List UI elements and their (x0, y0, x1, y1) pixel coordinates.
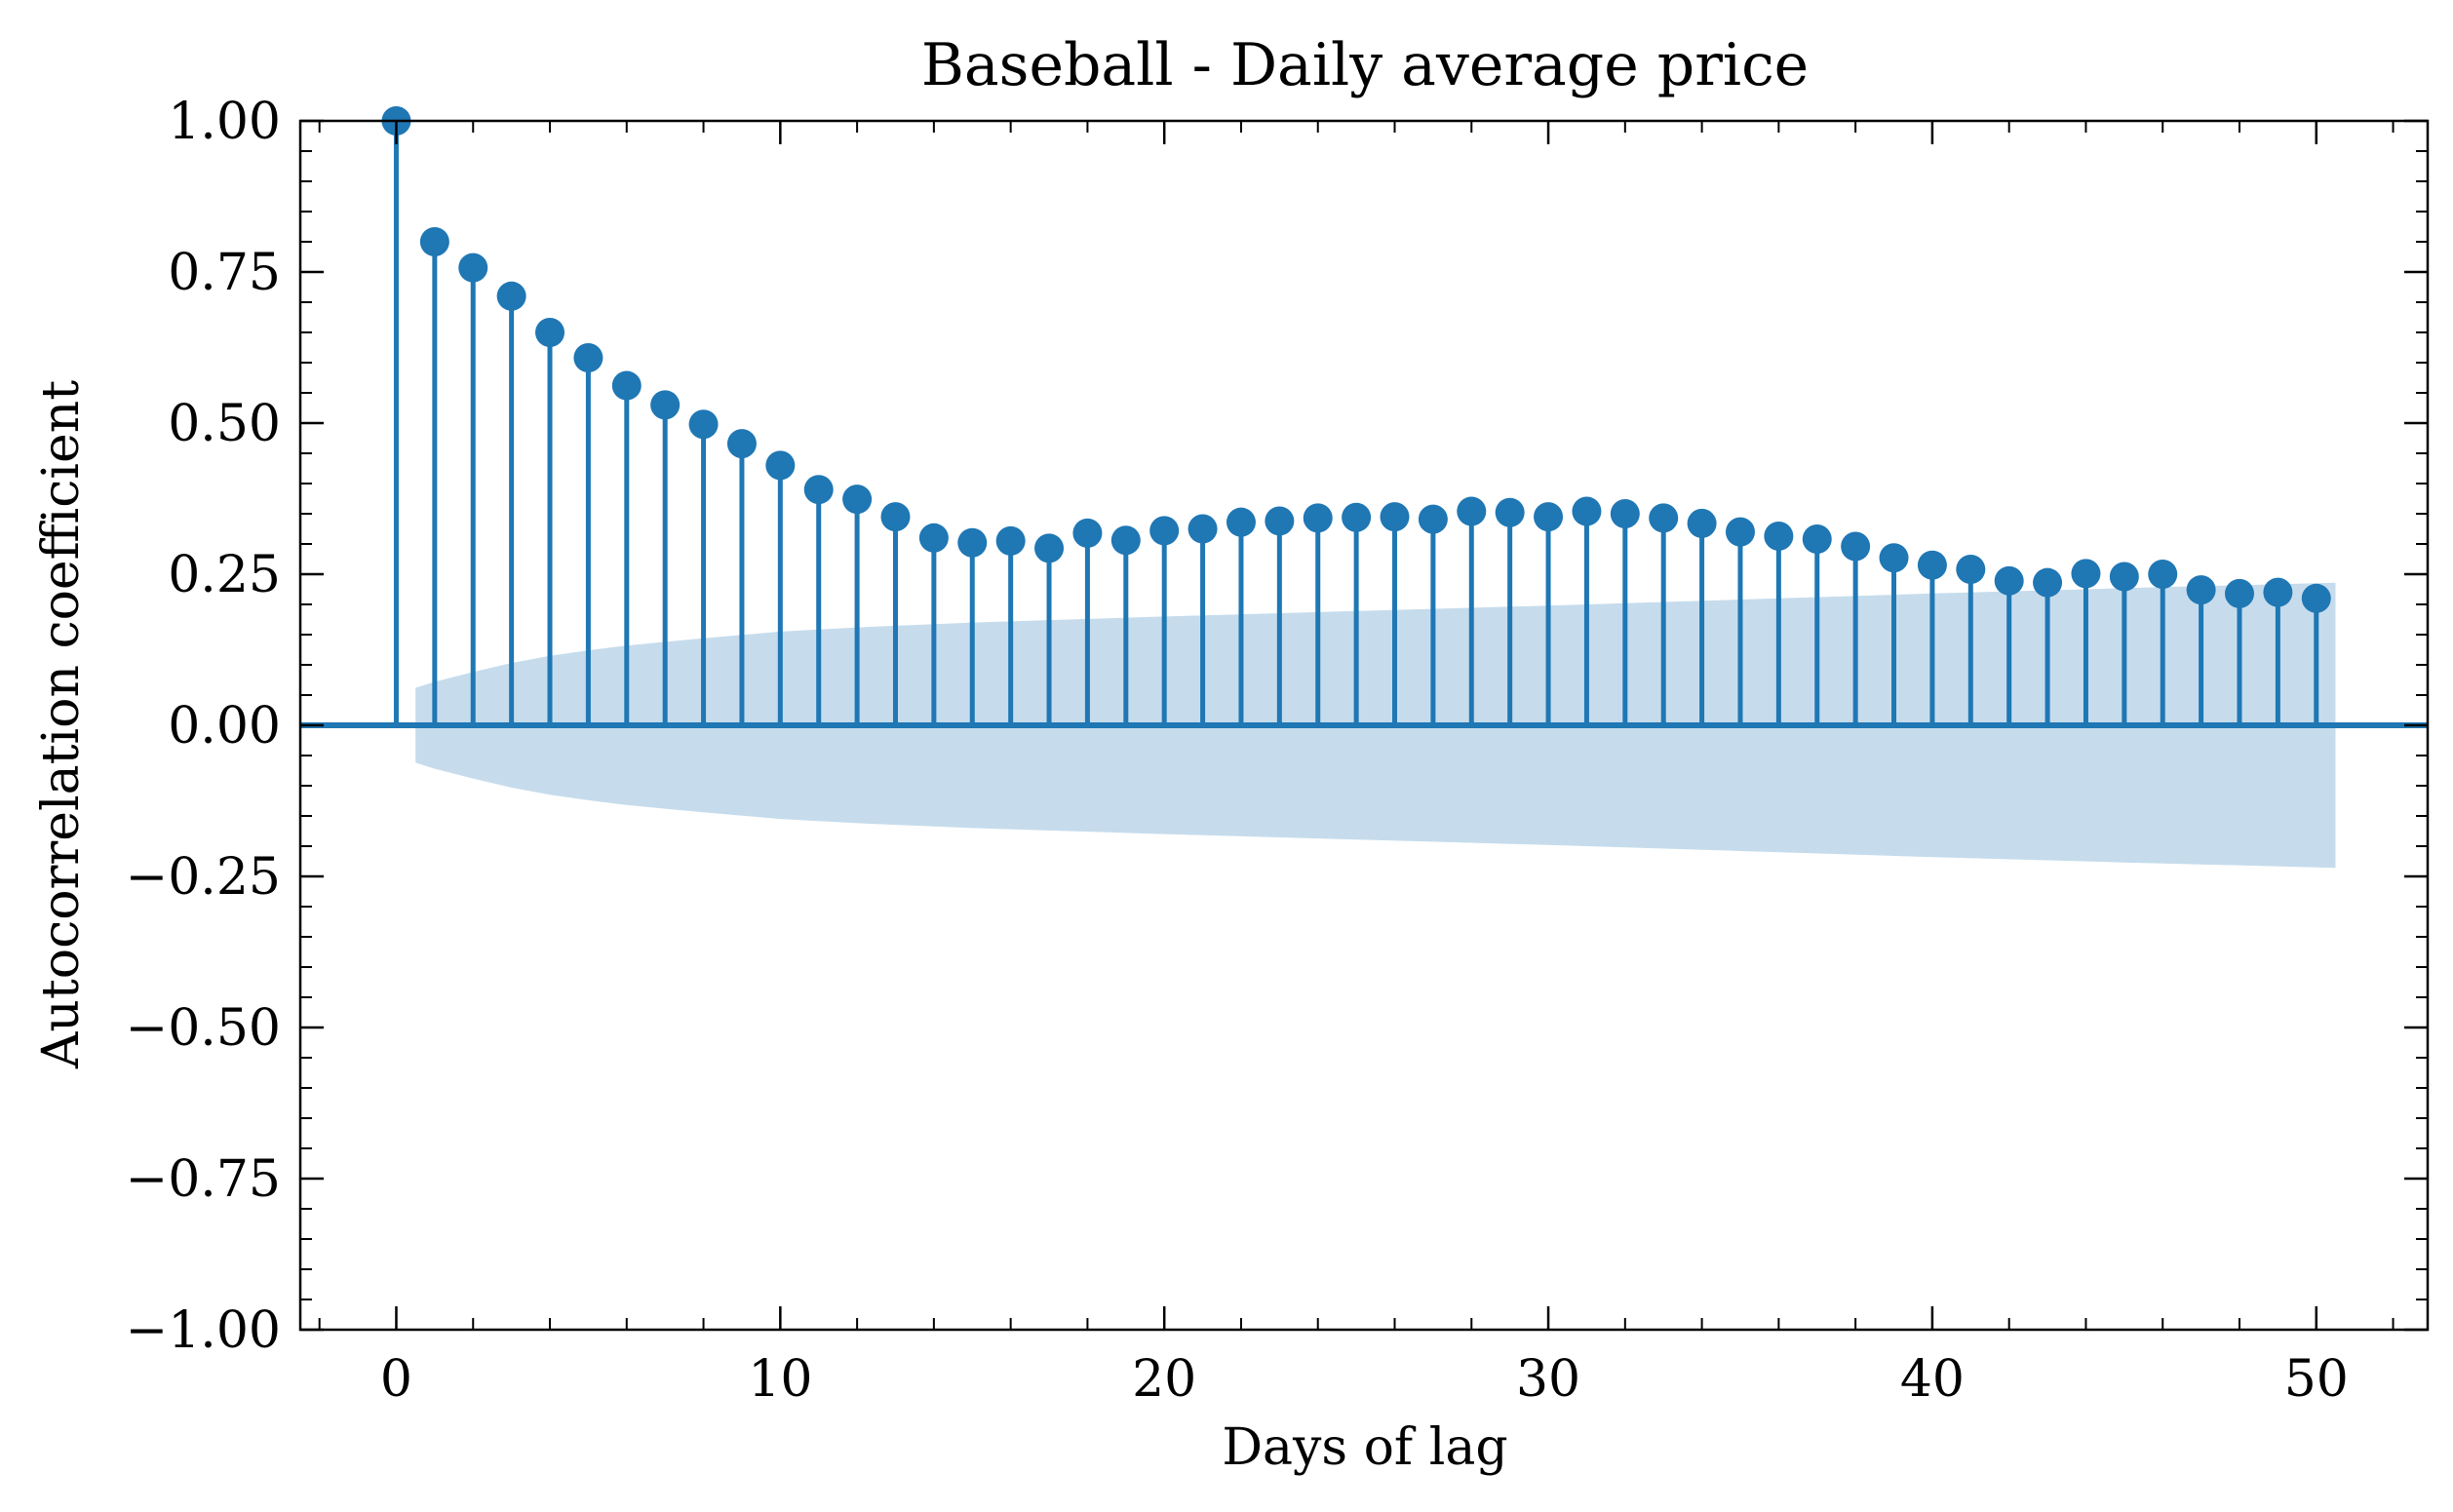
stem-marker-lag-40 (1917, 550, 1947, 580)
y-tick-label: −0.50 (126, 999, 281, 1058)
stem-marker-lag-17 (1034, 533, 1065, 563)
stem-marker-lag-11 (803, 475, 834, 505)
chart-title: Baseball - Daily average price (921, 31, 1809, 99)
x-axis-label: Days of lag (1222, 1418, 1507, 1477)
stem-marker-lag-30 (1534, 502, 1564, 532)
stem-marker-lag-12 (842, 485, 873, 515)
y-tick-label: −0.75 (126, 1150, 281, 1209)
stem-marker-lag-3 (496, 281, 526, 311)
y-tick-label: −1.00 (126, 1301, 281, 1360)
stem-marker-lag-35 (1725, 517, 1755, 547)
stem-marker-lag-26 (1380, 502, 1410, 532)
stem-marker-lag-42 (1994, 565, 2024, 596)
stem-marker-lag-38 (1841, 531, 1871, 562)
y-tick-label: 0.50 (168, 395, 281, 453)
stem-marker-lag-46 (2148, 560, 2178, 589)
stem-layer (300, 106, 2428, 728)
stem-marker-lag-23 (1265, 506, 1295, 536)
stem-marker-lag-21 (1188, 514, 1218, 544)
stem-marker-lag-50 (2301, 583, 2331, 613)
stem-marker-lag-7 (650, 390, 681, 420)
x-tick-label: 10 (748, 1350, 812, 1409)
y-axis-label: Autocorrelation coefficient (32, 380, 91, 1069)
stem-marker-lag-41 (1956, 555, 1986, 585)
stem-marker-lag-31 (1572, 496, 1602, 526)
stem-marker-lag-49 (2263, 577, 2293, 607)
stem-marker-lag-10 (765, 450, 796, 481)
y-tick-label: 0.75 (168, 244, 281, 302)
stem-marker-lag-48 (2225, 578, 2255, 608)
y-tick-label: 0.00 (168, 697, 281, 756)
stem-marker-lag-19 (1110, 525, 1141, 556)
x-tick-label: 0 (380, 1350, 412, 1409)
stem-marker-lag-25 (1342, 502, 1372, 532)
stem-marker-lag-34 (1687, 508, 1717, 538)
stem-marker-lag-44 (2071, 559, 2101, 589)
stem-marker-lag-39 (1879, 543, 1909, 573)
stem-marker-lag-8 (688, 409, 719, 440)
stem-marker-lag-13 (880, 502, 911, 532)
stem-marker-lag-4 (535, 318, 565, 347)
y-tick-label: −0.25 (126, 848, 281, 907)
stem-marker-lag-20 (1149, 516, 1180, 546)
stem-marker-lag-22 (1226, 507, 1256, 537)
x-tick-label: 30 (1516, 1350, 1580, 1409)
stem-marker-lag-29 (1495, 497, 1525, 527)
stem-marker-lag-27 (1418, 504, 1448, 534)
stem-marker-lag-2 (458, 252, 488, 283)
stem-marker-lag-6 (611, 370, 642, 401)
stem-marker-lag-1 (419, 227, 449, 256)
stem-marker-lag-32 (1610, 499, 1640, 528)
stem-marker-lag-45 (2109, 562, 2139, 592)
stem-marker-lag-18 (1072, 518, 1103, 548)
y-tick-label: 0.25 (168, 546, 281, 604)
stem-marker-lag-16 (995, 525, 1026, 556)
stem-marker-lag-37 (1802, 524, 1832, 555)
y-tick-label: 1.00 (168, 93, 281, 151)
stem-marker-lag-36 (1764, 521, 1794, 551)
stem-marker-lag-14 (918, 523, 949, 553)
stem-marker-lag-24 (1303, 503, 1333, 533)
stem-marker-lag-33 (1649, 503, 1679, 533)
stem-marker-lag-28 (1457, 496, 1487, 526)
x-tick-label: 20 (1132, 1350, 1196, 1409)
x-tick-label: 50 (2284, 1350, 2349, 1409)
stem-marker-lag-15 (957, 527, 988, 558)
stem-marker-lag-5 (573, 343, 604, 373)
x-tick-label: 40 (1900, 1350, 1965, 1409)
axes-layer: 0 10 20 30 40 50 −1.00 −0.75 −0.50 −0.25 0.00 0.25 0… (126, 93, 2430, 1409)
stem-marker-lag-9 (726, 429, 757, 459)
stem-marker-lag-47 (2186, 575, 2216, 605)
stem-marker-lag-43 (2033, 567, 2063, 598)
